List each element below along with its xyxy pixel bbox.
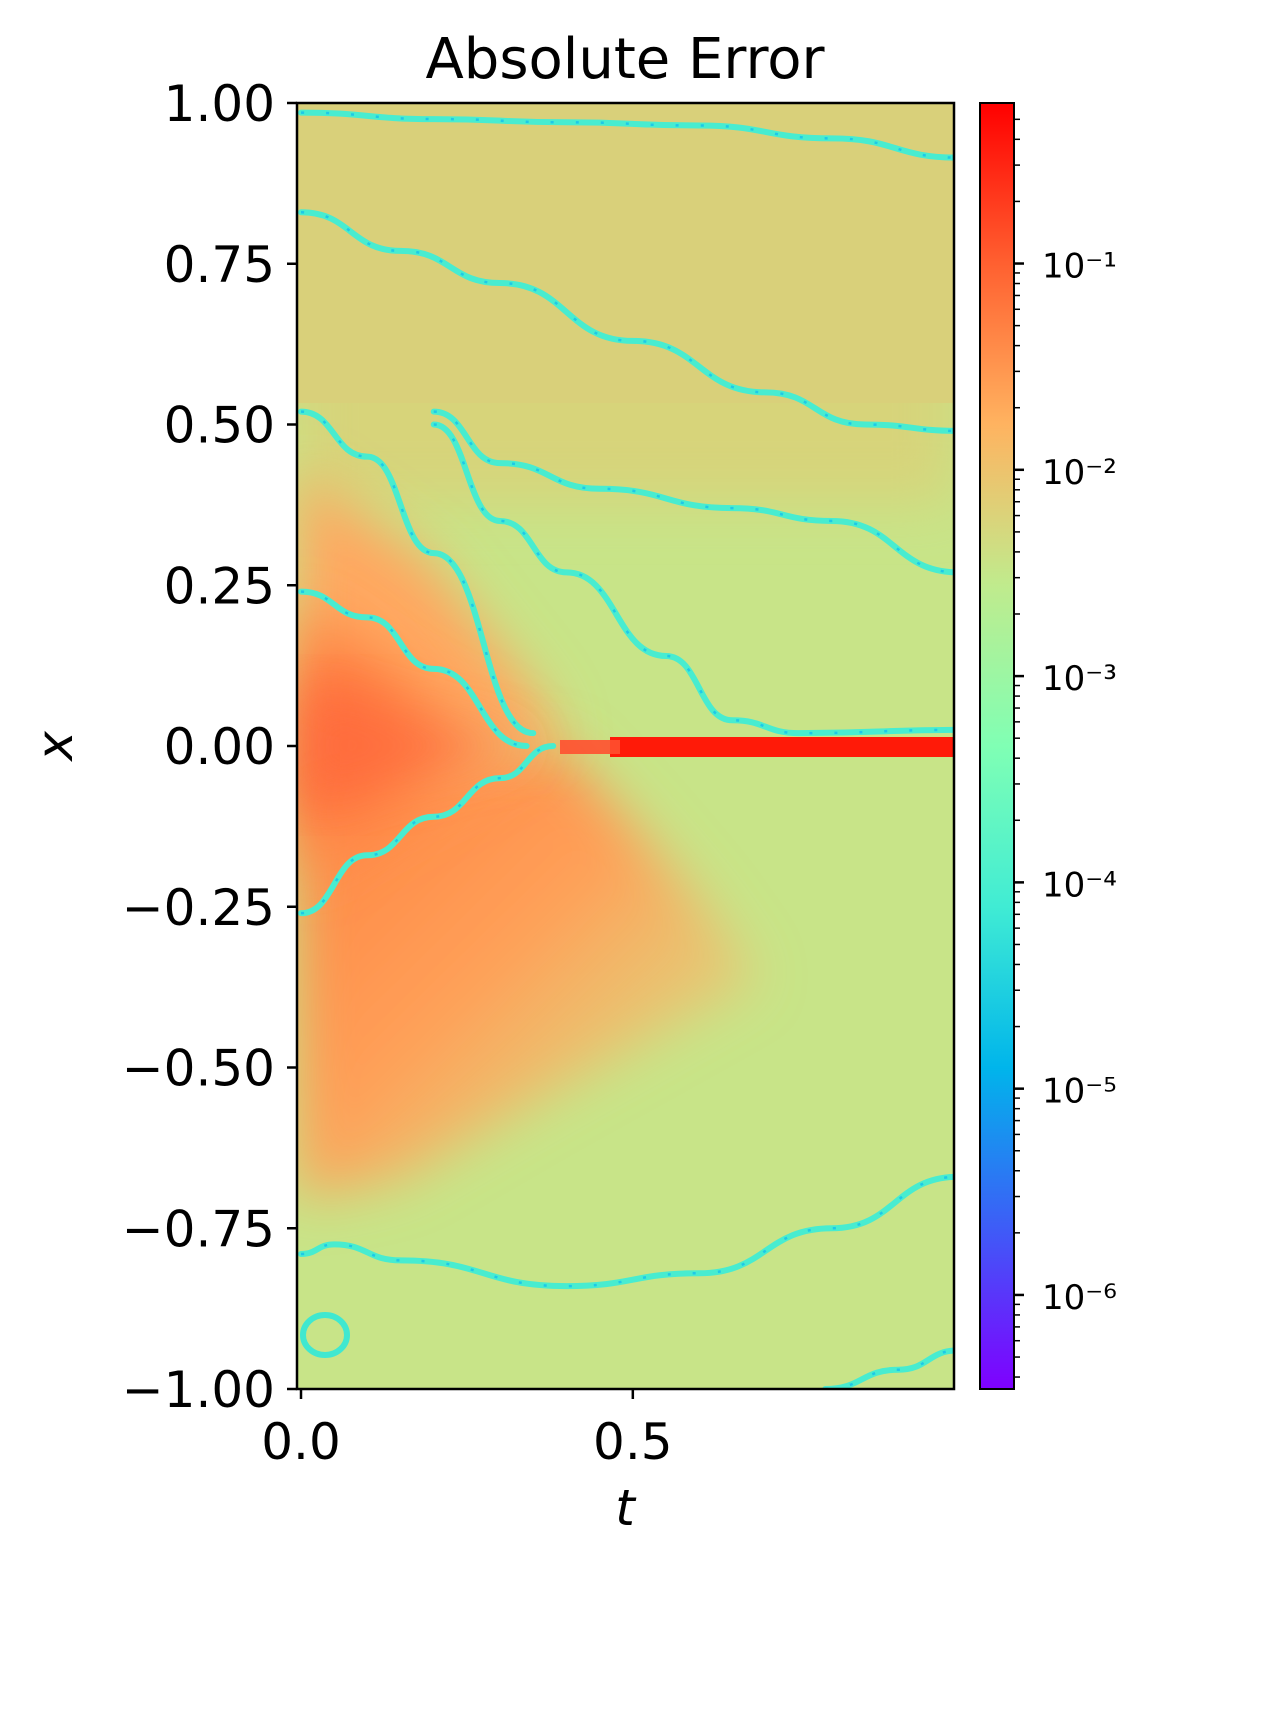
- colorbar-tick-label: 10⁻¹: [1042, 247, 1117, 287]
- low-error-curves: [298, 109, 954, 1389]
- x-tick-label: 0.5: [593, 1413, 673, 1471]
- y-tick-label: −1.00: [122, 1361, 275, 1419]
- colorbar-tick-label: 10⁻²: [1042, 453, 1117, 493]
- y-axis-label: x: [26, 731, 84, 763]
- y-tick-label: 0.75: [164, 236, 275, 294]
- colorbar-tick-label: 10⁻⁶: [1042, 1278, 1117, 1318]
- y-tick-label: 1.00: [164, 75, 275, 133]
- low-error-curve-core-1: [300, 211, 954, 433]
- y-tick-label: 0.00: [164, 718, 275, 776]
- y-tick-label: −0.75: [122, 1200, 275, 1258]
- colorbar-tick-label: 10⁻⁵: [1042, 1072, 1117, 1112]
- low-error-curve-7: [298, 1174, 954, 1290]
- x-axis-label: t: [615, 1479, 637, 1537]
- low-error-curve-3: [430, 421, 954, 737]
- colorbar: 10⁻⁶ 10⁻⁵ 10⁻⁴ 10⁻³ 10⁻² 10⁻¹: [979, 102, 1117, 1390]
- low-error-curve-5: [298, 588, 530, 749]
- low-error-loop: [300, 1312, 350, 1358]
- max-error-band: [610, 737, 954, 757]
- low-error-curve-core-4: [300, 410, 534, 735]
- colorbar-tick-label: 10⁻³: [1042, 659, 1117, 699]
- y-tick-label: −0.50: [122, 1040, 275, 1098]
- low-error-curve-core-8: [825, 1349, 954, 1389]
- y-tick-label: 0.50: [164, 397, 275, 455]
- y-tick-label: −0.25: [122, 879, 275, 937]
- heatmap: [297, 103, 954, 1389]
- y-tick-label: 0.25: [164, 557, 275, 615]
- colorbar-gradient: [979, 102, 1015, 1390]
- chart-title: Absolute Error: [425, 27, 825, 92]
- colorbar-tick-label: 10⁻⁴: [1042, 865, 1117, 905]
- y-axis: 1.00 0.75 0.50 0.25 0.00 −0.25 −0.50 −0.75 −1.00: [122, 75, 297, 1419]
- low-error-curve-0: [298, 109, 954, 161]
- low-error-curve-6: [298, 743, 557, 917]
- low-error-curve-2: [430, 408, 954, 576]
- x-tick-label: 0.0: [261, 1413, 341, 1471]
- x-axis: 0.0 0.5: [261, 1389, 673, 1471]
- colorbar-ticks: 10⁻⁶ 10⁻⁵ 10⁻⁴ 10⁻³ 10⁻² 10⁻¹: [1014, 118, 1117, 1378]
